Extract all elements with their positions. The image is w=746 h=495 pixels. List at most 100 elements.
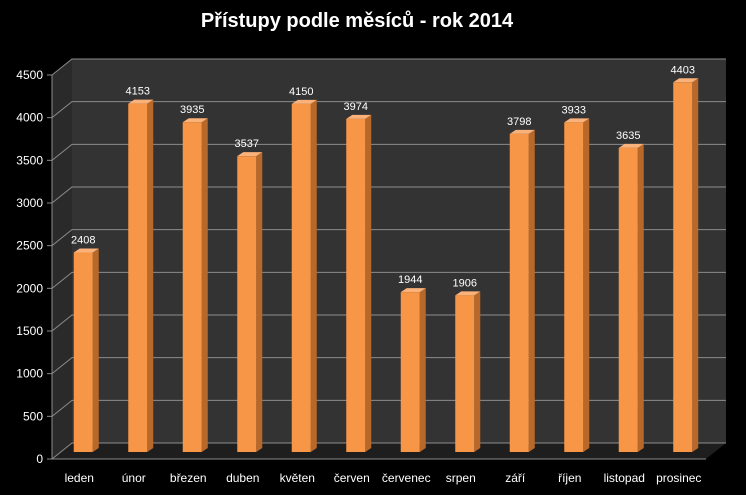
bar-side (310, 99, 317, 452)
bar (346, 114, 372, 453)
bar-front (73, 252, 93, 452)
bar-side (528, 129, 535, 453)
bar (291, 99, 317, 452)
bar-side (583, 118, 590, 452)
bar (400, 288, 426, 452)
gridline (51, 101, 726, 119)
gridline (51, 442, 726, 460)
bar-side (637, 143, 644, 452)
gridline (51, 143, 726, 161)
bar-front (346, 118, 366, 453)
bar-front (291, 103, 311, 452)
data-label: 3635 (616, 130, 640, 142)
bar-side (419, 288, 426, 452)
gridline (51, 314, 726, 332)
bar (182, 118, 208, 453)
bar-front (673, 82, 693, 452)
gridline (51, 357, 726, 375)
data-label: 3798 (507, 116, 531, 128)
category-label: únor (122, 471, 146, 485)
data-label: 3933 (562, 104, 586, 116)
bar-side (201, 118, 208, 453)
data-label: 4150 (289, 86, 313, 98)
data-label: 1906 (453, 277, 477, 289)
bar-front (237, 156, 257, 452)
bar-front (128, 103, 148, 453)
category-label: červen (334, 471, 370, 485)
gridline (51, 229, 726, 247)
bar-top (564, 118, 590, 123)
category-label: říjen (558, 471, 581, 485)
bar-front (509, 133, 529, 453)
chart-title: Přístupy podle měsíců - rok 2014 (201, 10, 514, 32)
y-tick-label: 500 (23, 409, 43, 423)
bars (73, 78, 699, 453)
gridline (51, 58, 726, 76)
bar-side (692, 78, 699, 452)
category-label: srpen (446, 471, 476, 485)
gridline (51, 271, 726, 289)
back-wall (72, 59, 726, 443)
category-label: červenec (382, 471, 431, 485)
y-tick-label: 4000 (16, 111, 43, 125)
y-tick-label: 2000 (16, 281, 43, 295)
category-label: listopad (604, 471, 645, 485)
bar-top (182, 118, 208, 123)
bar-top (237, 152, 263, 157)
bar-front (400, 292, 420, 452)
bar-top (291, 99, 317, 104)
y-axis: 0 500 1000 1500 2000 2500 3000 3500 4000 4500 (16, 68, 706, 466)
y-tick-label: 4500 (16, 68, 43, 82)
bar-front (455, 295, 475, 452)
floor (52, 443, 726, 459)
category-label: prosinec (656, 471, 701, 485)
bar-side (365, 114, 372, 453)
data-label: 3974 (344, 101, 368, 113)
y-tick-label: 2500 (16, 239, 43, 253)
category-label: květen (280, 471, 315, 485)
bar-front (182, 122, 202, 453)
category-labels: leden únor březen duben květen červen červenec… (65, 471, 702, 485)
data-label: 4403 (671, 64, 695, 76)
bar-top (455, 291, 481, 296)
bar-top (346, 114, 372, 119)
data-label: 4153 (126, 86, 150, 98)
bar-side (147, 99, 154, 453)
y-tick-label: 0 (36, 452, 43, 466)
data-labels: 2408 4153 3935 3537 4150 3974 1944 1906 3798 3933… (71, 64, 695, 289)
plot-background (52, 59, 726, 459)
category-label: duben (226, 471, 259, 485)
y-tick-label: 1000 (16, 367, 43, 381)
bar (128, 99, 154, 453)
bar-side (474, 291, 481, 452)
bar (509, 129, 535, 453)
y-tick-label: 3500 (16, 153, 43, 167)
category-label: březen (170, 471, 207, 485)
bar-top (73, 248, 99, 253)
data-label: 2408 (71, 235, 95, 247)
bar-top (509, 129, 535, 134)
bar (618, 143, 644, 452)
data-label: 3537 (235, 138, 259, 150)
bar (564, 118, 590, 452)
bar-side (92, 248, 99, 452)
bar-top (400, 288, 426, 293)
bar (455, 291, 481, 452)
category-label: leden (65, 471, 94, 485)
data-label: 1944 (398, 274, 422, 286)
y-tick-label: 1500 (16, 324, 43, 338)
bar-top (673, 78, 699, 83)
bar-front (618, 147, 638, 452)
bar-top (618, 143, 644, 148)
gridline (51, 186, 726, 204)
bar-top (128, 99, 154, 104)
bar (73, 248, 99, 452)
bar-side (256, 152, 263, 452)
bar-front (564, 122, 584, 452)
side-wall (52, 59, 72, 459)
bar (673, 78, 699, 452)
y-tick-label: 3000 (16, 196, 43, 210)
bar (237, 152, 263, 452)
category-label: září (505, 471, 526, 485)
